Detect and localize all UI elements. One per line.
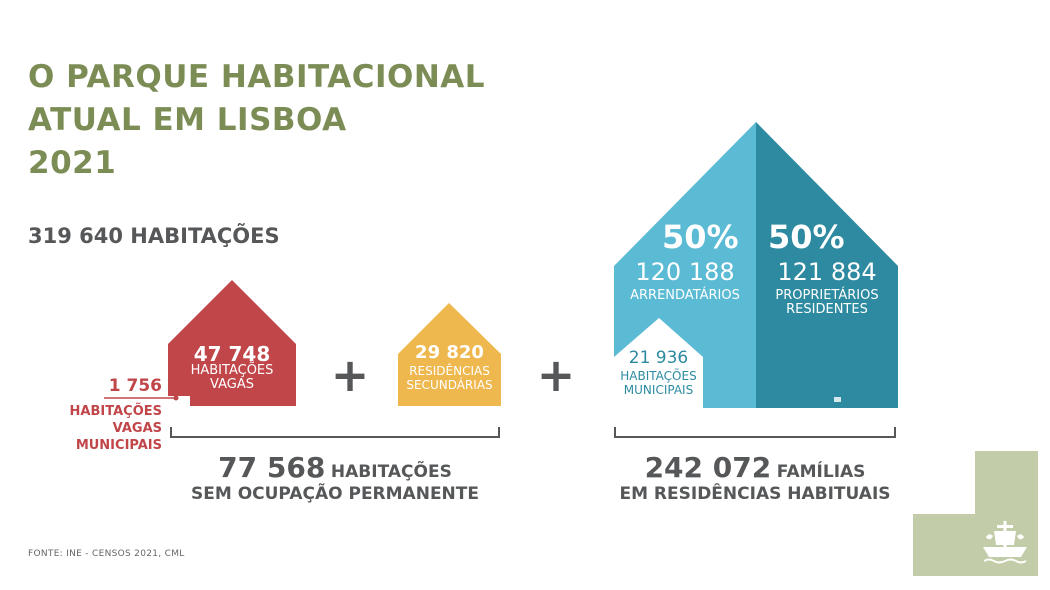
owners-house-shape xyxy=(756,122,898,408)
secondary-value: 29 820 xyxy=(415,342,484,363)
lisbon-coat-of-arms-icon xyxy=(983,521,1027,564)
page-title: O PARQUE HABITACIONAL ATUAL EM LISBOA 20… xyxy=(28,56,485,185)
vacant-municipal-label-2: VAGAS xyxy=(112,421,162,436)
owners-percent: 50% xyxy=(768,218,845,256)
unoccupied-total-value: 77 568 xyxy=(218,451,326,484)
families-total-value: 242 072 xyxy=(644,451,772,484)
vacant-value: 47 748 xyxy=(193,342,271,366)
vacant-municipal-value: 1 756 xyxy=(108,376,162,396)
plus-sign-2: + xyxy=(536,348,576,402)
unoccupied-total-line-2: SEM OCUPAÇÃO PERMANENTE xyxy=(191,484,479,504)
title-line-3: 2021 xyxy=(28,145,117,181)
owners-label-1: PROPRIETÁRIOS xyxy=(775,288,879,303)
unoccupied-total: 77 568 HABITAÇÕES xyxy=(171,451,499,484)
title-line-2: ATUAL EM LISBOA xyxy=(28,102,347,138)
families-bracket xyxy=(614,427,896,438)
source-note: FONTE: INE - CENSOS 2021, CML xyxy=(28,549,185,559)
tenants-percent: 50% xyxy=(662,218,739,256)
secondary-label-1: RESIDÊNCIAS xyxy=(409,364,490,378)
vacant-municipal-label-3: MUNICIPAIS xyxy=(75,438,162,453)
owners-value: 121 884 xyxy=(777,258,877,286)
municipal-label-2: MUNICIPAIS xyxy=(623,383,694,397)
vacant-label-2: VAGAS xyxy=(210,377,254,392)
families-total-line-2: EM RESIDÊNCIAS HABITUAIS xyxy=(619,484,891,504)
vacant-municipal-labels: HABITAÇÕES VAGAS MUNICIPAIS xyxy=(50,403,162,454)
families-total: 242 072 FAMÍLIAS xyxy=(595,451,915,484)
owners-label-2: RESIDENTES xyxy=(786,302,868,317)
unoccupied-bracket xyxy=(170,427,500,438)
families-total-unit: FAMÍLIAS xyxy=(776,462,866,482)
vacant-municipal-dot xyxy=(173,395,179,401)
small-mark-icon xyxy=(834,397,841,402)
total-dwellings: 319 640 HABITAÇÕES xyxy=(28,224,280,248)
tenants-value: 120 188 xyxy=(635,258,735,286)
municipal-value: 21 936 xyxy=(628,348,689,368)
vacant-label-1: HABITAÇÕES xyxy=(190,363,274,378)
tenants-label: ARRENDATÁRIOS xyxy=(630,288,740,303)
vacant-house-shape xyxy=(168,280,296,406)
unoccupied-total-unit: HABITAÇÕES xyxy=(330,462,452,482)
plus-sign-1: + xyxy=(330,348,370,402)
secondary-label-2: SECUNDÁRIAS xyxy=(406,378,493,392)
title-line-1: O PARQUE HABITACIONAL xyxy=(28,59,486,95)
secondary-house-shape xyxy=(398,303,501,406)
vacant-municipal-label-1: HABITAÇÕES xyxy=(69,404,162,419)
municipal-house-shape xyxy=(614,318,703,408)
municipal-label-1: HABITAÇÕES xyxy=(620,369,697,383)
